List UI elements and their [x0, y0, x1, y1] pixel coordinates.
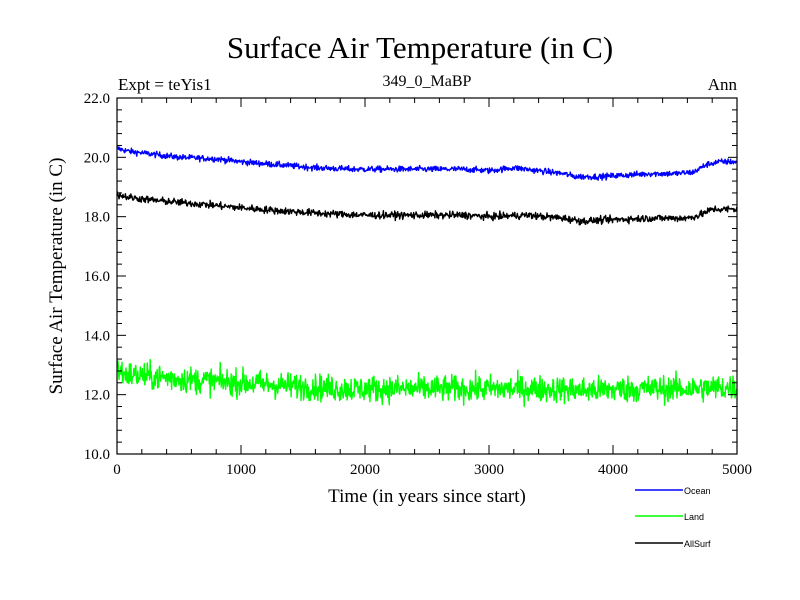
x-axis-label: Time (in years since start) — [328, 486, 526, 507]
expt-label: Expt = teYis1 — [118, 75, 212, 94]
legend-label-ocean: Ocean — [684, 486, 711, 496]
series-line-ocean — [116, 146, 738, 181]
y-axis-label: Surface Air Temperature (in C) — [46, 158, 67, 395]
x-tick-label: 3000 — [474, 462, 504, 478]
chart-subtitle: 349_0_MaBP — [383, 73, 472, 90]
legend-label-allsurf: AllSurf — [684, 539, 711, 549]
tick-layer: 0 1000 2000 3000 4000 5000 10.0 12.0 14.0 16.0 18.… — [84, 91, 752, 478]
y-tick-label: 20.0 — [84, 150, 110, 166]
chart-title: Surface Air Temperature (in C) — [227, 30, 613, 65]
x-tick-label: 5000 — [722, 462, 752, 478]
legend-label-land: Land — [684, 512, 704, 522]
x-tick-label: 2000 — [350, 462, 380, 478]
x-tick-label: 4000 — [598, 462, 628, 478]
x-tick-label: 1000 — [226, 462, 256, 478]
x-tick-label: 0 — [113, 462, 121, 478]
series-line-allsurf — [116, 191, 738, 226]
y-tick-label: 10.0 — [84, 447, 110, 463]
y-tick-label: 16.0 — [84, 269, 110, 285]
y-tick-label: 14.0 — [84, 328, 110, 344]
y-tick-label: 18.0 — [84, 210, 110, 226]
y-tick-label: 22.0 — [84, 91, 110, 107]
y-tick-label: 12.0 — [84, 388, 110, 404]
legend: Ocean Land AllSurf — [635, 486, 711, 549]
season-label: Ann — [708, 75, 738, 94]
series-line-land — [116, 358, 738, 408]
plot-frame — [116, 97, 738, 455]
series-layer — [116, 146, 738, 408]
